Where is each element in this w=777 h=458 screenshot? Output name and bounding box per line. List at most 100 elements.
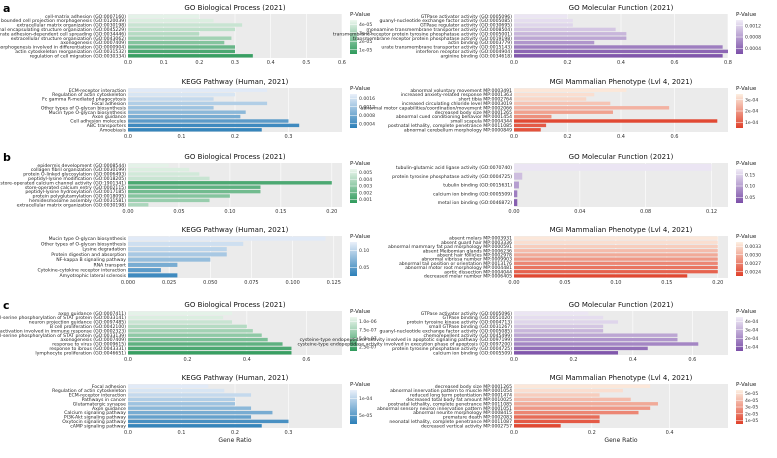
category-label: cell morphogenesis involved in different… [0,45,126,51]
legend-title: P-Value [350,161,371,167]
category-label: store-operated calcium entry (GO:0002115… [25,185,126,191]
category-label: Axon guidance [92,114,126,120]
bar [128,342,283,346]
bar [514,110,613,114]
category-label: guanyl-nucleotide exchange factor activi… [380,18,513,24]
bar [128,88,268,92]
category-label: response to virus (GO:0009615) [52,342,126,348]
legend-tick-label: 0.0030 [745,252,761,258]
category-label: positive regulation of store-operated ca… [0,180,126,186]
x-axis-label: Gene Ratio [604,437,637,444]
chart-b-3: KEGG Pathway (Human, 2021) 0.000 0.025 0.05… [37,226,370,286]
legend-tick-label: 0.10 [745,184,755,190]
bar [128,410,273,415]
bar [128,27,235,32]
category-label: external encapsulating structure organiz… [0,27,126,33]
x-tick-label: 0.05 [173,209,184,215]
legend-tick-label: 1e-04 [745,120,758,126]
category-label: PI3K-Akt signaling pathway [64,415,126,421]
legend-tick-label: 0.10 [359,248,369,254]
legend-tick-label: 3e-05 [359,30,372,36]
bar [128,203,149,207]
category-label: abnormal innervation pattern to muscle M… [390,388,512,394]
bar [128,18,214,23]
x-tick-label: 0.15 [275,209,286,215]
chart-a-1: GO Biological Process (2021) 0.0 0.1 0.2 0.3… [0,4,372,66]
bar [128,252,227,257]
category-label: extracellular matrix organization (GO:00… [17,23,127,29]
bar [514,32,627,36]
x-tick-label: 0.4 [666,430,674,436]
bar [128,384,209,388]
category-label: guanyl-nucleotide exchange factor activi… [380,328,513,334]
x-tick-label: 0.2 [564,134,572,140]
legend-tick-label: 1e-05 [359,47,372,53]
legend-tick-label: 0.002 [359,190,372,196]
category-label: actin binding (GO:0003779) [448,40,512,46]
bar [128,110,246,114]
x-tick-label: 0.15 [661,280,672,286]
bar [128,49,235,54]
category-label: RNA transport [94,262,127,268]
category-label: reduced long term potentiation MP:000147… [410,393,512,399]
legend-title: P-Value [350,382,371,388]
x-tick-label: 0.0 [510,357,518,363]
bar [514,244,718,249]
category-label: Other types of O-glycan biosynthesis [41,241,127,247]
legend-tick-label: 2e-05 [359,39,372,45]
category-label: GTPase activator activity (GO:0005096) [421,14,512,20]
legend-tick-label: 0.0012 [745,23,761,29]
bar [514,14,568,18]
x-tick-label: 0.6 [302,357,310,363]
x-tick-label: 0.3 [285,430,293,436]
bar [514,329,604,333]
bar [514,249,718,253]
bar [128,333,262,337]
x-tick-label: 0.10 [610,280,621,286]
bar [514,351,619,355]
bar [514,257,718,261]
category-label: abnormal motor capabilities/coordination… [361,105,513,111]
chart-c-3: KEGG Pathway (Human, 2021) 0.0 0.1 0.2 0.3 Fo… [52,374,372,444]
category-label: Focal adhesion [92,101,126,107]
bar [128,415,252,419]
x-tick-label: 0.1 [160,60,168,66]
x-tick-label: 0.0 [510,134,518,140]
bar [128,54,253,58]
legend-tick-label: 1e-05 [745,418,758,424]
category-label: Pathways in cancer [82,397,126,403]
category-label: aortic dissection MP:0004044 [444,269,512,275]
legend-tick-label: 0.005 [359,170,372,176]
chart-title: GO Biological Process (2021) [184,4,285,12]
legend-tick-label: 0.0016 [359,96,375,102]
category-label: cysteine-type endopeptidase activity inv… [297,342,512,348]
bar [514,163,712,171]
bar [514,106,670,110]
bar [128,406,252,410]
chart-b-2: GO Molecular Function (2021) 0.00 0.04 0.08… [392,153,757,215]
legend-tick-label: 7.5e-07 [359,327,377,333]
x-tick-label: 0.000 [121,280,135,286]
chart-title: GO Biological Process (2021) [184,301,285,309]
x-tick-label: 0.4 [629,357,637,363]
category-label: plasma membrane bounded cell projection … [0,18,126,24]
legend-title: P-Value [350,86,371,92]
bar [128,337,268,342]
x-tick-label: 0.050 [203,280,217,286]
category-label: actin cytoskeleton reorganization (GO:00… [15,49,126,55]
bar [514,274,688,278]
category-label: tubulin-glutamic acid ligase activity (G… [396,165,512,171]
bar [514,406,651,410]
category-label: interferon receptor activity (GO:0004904… [416,49,512,55]
category-label: Protein digestion and absorption [51,252,126,258]
category-label: extracellular structure organization (GO… [11,36,126,42]
legend-tick-label: 0.001 [359,197,372,203]
x-tick-label: 0.00 [508,280,519,286]
category-label: Regulation of actin cytoskeleton [52,388,126,394]
category-label: ECM-receptor interaction [69,88,127,94]
x-tick-label: 0.08 [640,209,651,215]
legend-tick-label: 0.15 [745,172,755,178]
category-label: Oxytocin signaling pathway [62,419,126,425]
bar [514,27,616,32]
category-label: abnormal tail position or orientation MP… [399,261,512,267]
